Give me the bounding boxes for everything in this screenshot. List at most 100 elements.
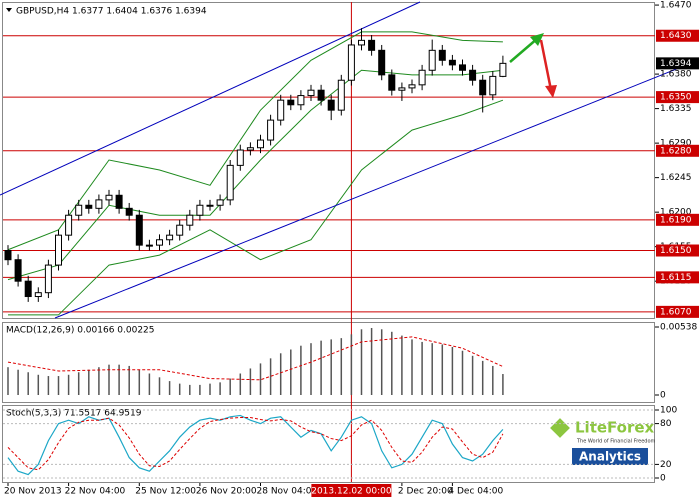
stoch-tick-label: 20 xyxy=(660,460,672,470)
candle-body xyxy=(448,59,456,66)
candle-body xyxy=(297,95,305,106)
candle-body xyxy=(307,89,315,97)
y-tick-label: 1.6470 xyxy=(660,1,692,11)
level-tag xyxy=(656,91,699,104)
candle-body xyxy=(358,39,365,46)
bollinger-band xyxy=(7,31,503,251)
bollinger-band xyxy=(7,69,503,281)
candle-body xyxy=(428,49,436,71)
candle-body xyxy=(186,214,194,226)
candle-body xyxy=(246,147,254,151)
candle-body xyxy=(459,64,466,71)
macd-title: MACD(12,26,9) 0.00166 0.00225 xyxy=(6,326,155,336)
candle-body xyxy=(388,74,396,91)
x-tick-label: 25 Nov 12:00 xyxy=(135,487,196,497)
level-tag xyxy=(656,305,699,318)
bollinger-band xyxy=(8,99,504,316)
candle-body xyxy=(176,224,184,236)
candle-body xyxy=(479,79,487,96)
stoch-panel xyxy=(2,405,655,483)
level-tag xyxy=(656,29,699,42)
candle-body xyxy=(408,84,416,89)
y-tick-label: 1.6245 xyxy=(660,173,692,183)
main-panel xyxy=(2,2,655,319)
level-tag xyxy=(656,244,699,257)
candle-body xyxy=(327,99,335,111)
candle-body xyxy=(115,194,123,209)
chart-title: GBPUSD,H4 1.6377 1.6404 1.6376 1.6394 xyxy=(16,7,207,17)
logo-product: Analytics xyxy=(579,450,641,464)
candle-body xyxy=(65,214,73,236)
candle-body xyxy=(135,214,143,246)
red-arrow xyxy=(539,39,557,98)
dropdown-icon xyxy=(6,8,12,12)
candle-body xyxy=(24,280,32,298)
candle-body xyxy=(236,149,244,166)
stoch-title: Stoch(5,3,3) 71.5517 64.9519 xyxy=(6,409,142,419)
level-label: 1.6070 xyxy=(660,307,692,317)
x-tick-label: 20 Nov 2013 xyxy=(4,487,62,497)
logo-name: LiteForex xyxy=(575,419,655,437)
candle-body xyxy=(206,204,214,207)
y-tick-label: 1.6290 xyxy=(660,139,692,149)
candle-body xyxy=(34,292,42,298)
candle-body xyxy=(75,204,83,216)
candle-body xyxy=(378,49,386,76)
stoch-tick-label: 80 xyxy=(660,419,672,429)
level-tag xyxy=(656,271,699,284)
candle-body xyxy=(368,39,376,51)
candle-body xyxy=(85,204,93,209)
current-tag xyxy=(656,57,699,70)
candle-body xyxy=(196,204,204,216)
candle-body xyxy=(156,239,163,246)
candle-body xyxy=(438,49,446,61)
candle-body xyxy=(14,259,22,282)
y-tick-label: 1.6335 xyxy=(660,104,692,114)
x-tick-label: 28 Nov 04:00 xyxy=(257,487,318,497)
marker-label: 2013.12.02 00:00 xyxy=(311,487,392,497)
level-tag xyxy=(656,144,699,157)
candle-body xyxy=(347,44,355,81)
logo-tagline: The World of Financial Freedom xyxy=(576,439,656,445)
candle-body xyxy=(44,264,52,294)
level-label: 1.6115 xyxy=(660,273,692,283)
stoch-tick-label: 100 xyxy=(660,406,677,416)
level-label: 1.6280 xyxy=(660,146,692,156)
candle-body xyxy=(489,75,497,96)
stoch-signal xyxy=(7,416,504,471)
x-tick-label: 4 Dec 04:00 xyxy=(448,487,503,497)
level-label: 1.6350 xyxy=(660,93,692,103)
candle-body xyxy=(277,99,285,121)
macd-tick-label: 0 xyxy=(660,391,666,401)
candle-body xyxy=(125,207,133,216)
candle-body xyxy=(105,194,113,201)
candle-body xyxy=(287,99,295,106)
x-tick-label: 2 Dec 20:00 xyxy=(398,487,453,497)
candle-body xyxy=(317,89,325,101)
candle-body xyxy=(257,139,264,149)
candle-body xyxy=(337,79,345,111)
candle-body xyxy=(469,69,477,81)
candle-body xyxy=(4,250,12,261)
x-tick-label: 26 Nov 20:00 xyxy=(196,487,257,497)
candle-body xyxy=(418,69,426,86)
logo: LiteForex The World of Financial Freedom… xyxy=(550,418,656,465)
candle-body xyxy=(499,62,507,77)
channel-upper xyxy=(0,1,421,196)
candle-body xyxy=(398,87,406,91)
marker-tag xyxy=(311,484,392,497)
candle-body xyxy=(267,119,275,141)
y-tick-label: 1.6200 xyxy=(660,208,692,218)
current-label: 1.6394 xyxy=(660,59,692,69)
green-arrow xyxy=(509,33,544,63)
channel-lower xyxy=(54,59,699,319)
level-tag xyxy=(656,213,699,226)
y-tick-label: 1.6380 xyxy=(660,70,692,80)
candle-body xyxy=(145,244,153,247)
candle-body xyxy=(95,199,103,209)
x-tick-label: 22 Nov 04:00 xyxy=(65,487,126,497)
candle-body xyxy=(216,199,224,206)
candle-body xyxy=(166,234,174,241)
stoch-main xyxy=(7,414,504,476)
